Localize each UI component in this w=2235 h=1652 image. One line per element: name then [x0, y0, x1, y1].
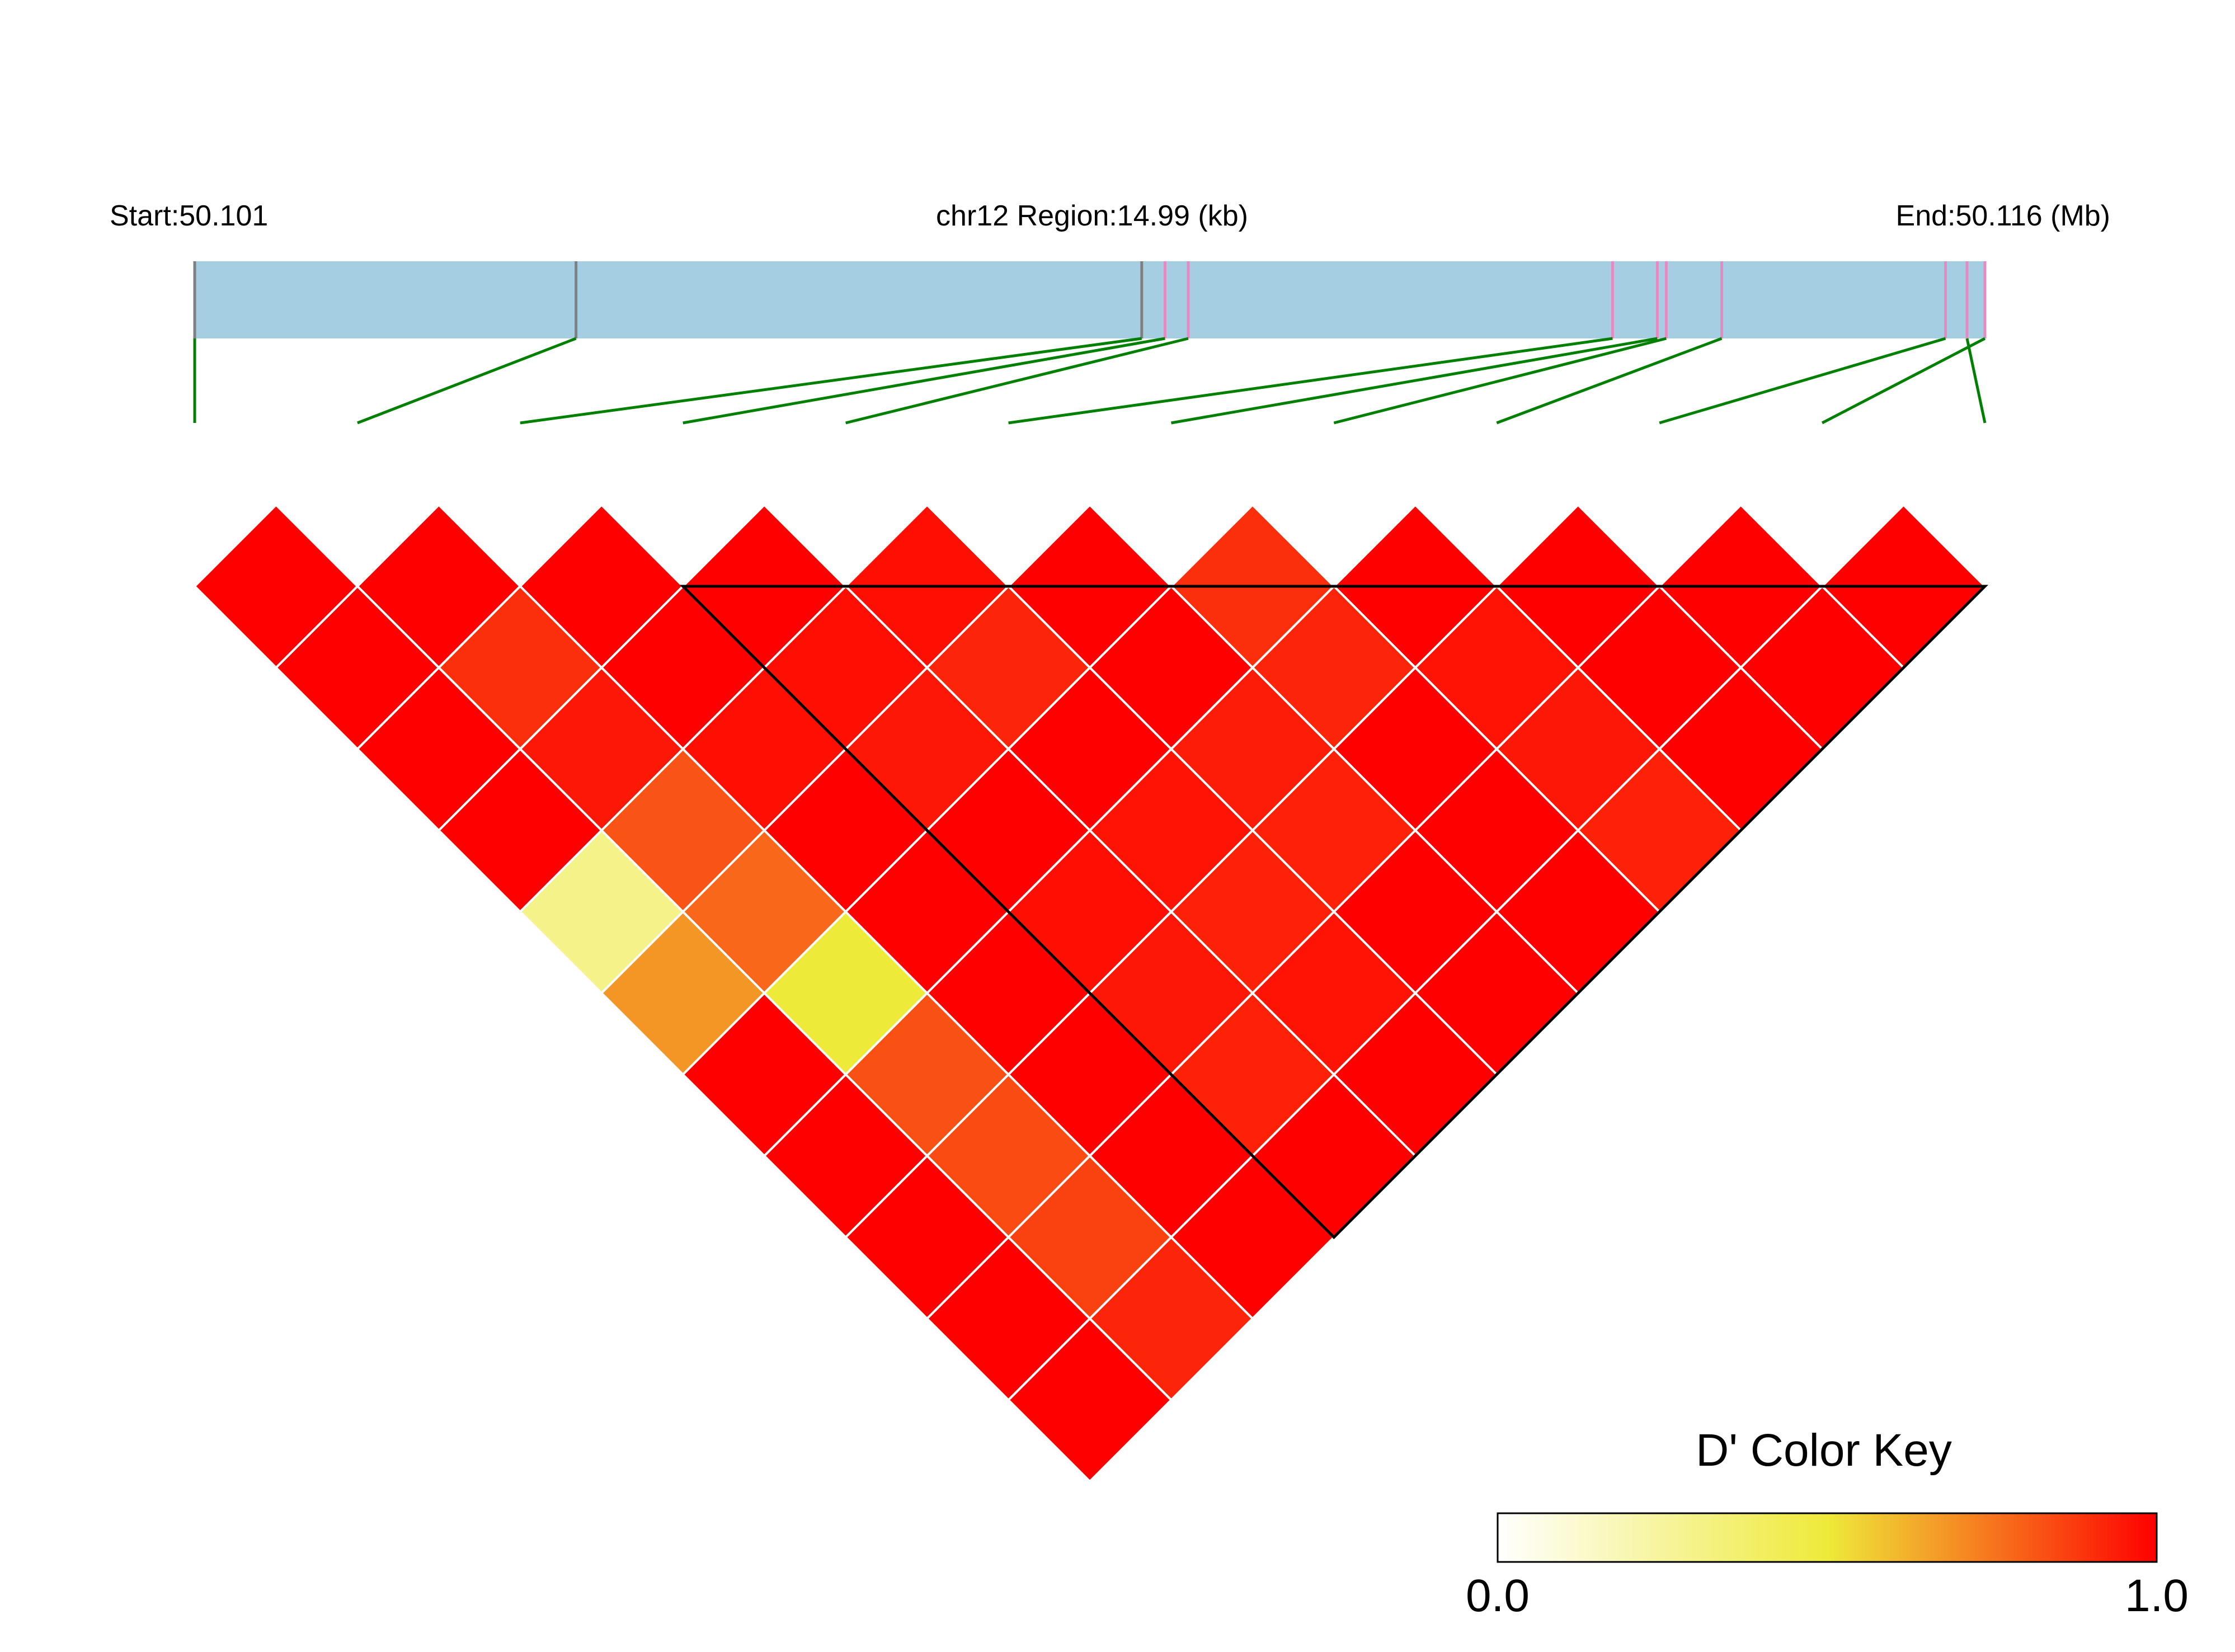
snp-connector-line [683, 337, 1165, 425]
snp-connector-line [1496, 337, 1723, 425]
region-start-label: Start:50.101 [110, 200, 268, 232]
color-key-max-label: 1.0 [2125, 1570, 2189, 1621]
snp-connector-line [1965, 338, 1987, 423]
snp-connector-line [520, 337, 1142, 425]
color-key-gradient-bar [1497, 1512, 2158, 1563]
ld-block-triangle [679, 585, 1989, 1240]
ld-block-outline [679, 585, 1989, 1240]
chromosome-region-track [195, 261, 1985, 338]
snp-connector-line [845, 337, 1189, 425]
color-key-title: D' Color Key [1696, 1425, 1952, 1476]
color-key-min-label: 0.0 [1466, 1570, 1530, 1621]
region-end-label: End:50.116 (Mb) [1896, 200, 2110, 232]
ld-cell [1006, 1317, 1173, 1483]
snp-connector-line [1821, 337, 1986, 425]
snp-connector-line [1659, 337, 1946, 425]
snp-connector-line [357, 337, 577, 425]
color-key-legend: D' Color Key 0.0 1.0 [1466, 1425, 2189, 1621]
snp-connector-line [1008, 337, 1613, 425]
snp-position-ticks [193, 261, 1987, 338]
snp-connector-line [1171, 337, 1658, 425]
region-title-label: chr12 Region:14.99 (kb) [936, 200, 1248, 232]
snp-connector-line [1333, 337, 1667, 425]
snp-connector-lines [193, 337, 1987, 425]
